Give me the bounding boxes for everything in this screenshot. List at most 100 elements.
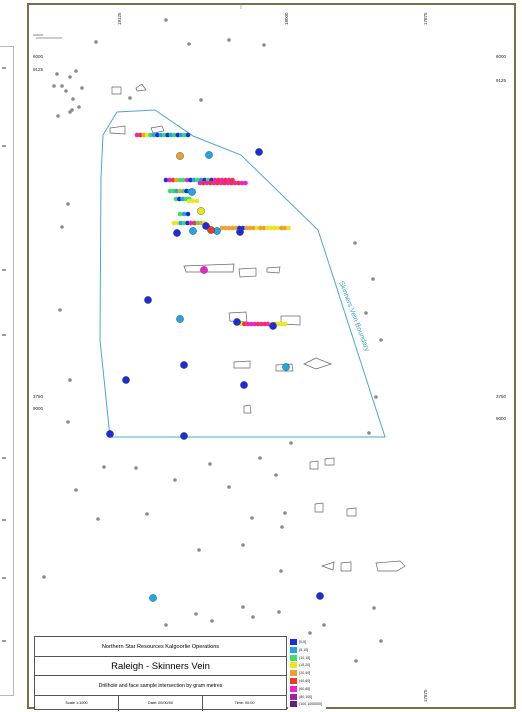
- legend-item: (20,40]: [290, 670, 310, 677]
- stope-outlines: [109, 83, 406, 572]
- sample-point-icon: [192, 220, 197, 226]
- edge-tick: [2, 640, 6, 642]
- drillhole-marker-icon: [197, 207, 205, 215]
- legend-item: (15,20]: [290, 662, 311, 669]
- grid-label-9000-right: 9000: [496, 416, 507, 421]
- drillhole-collar-icon: [308, 631, 312, 635]
- sample-point-icon: [175, 220, 180, 226]
- sample-point-icon: [177, 188, 183, 194]
- edge-tick: [2, 457, 6, 459]
- sample-point-icon: [158, 132, 164, 138]
- sample-point-icon: [191, 177, 197, 183]
- drillhole-collar-icon: [379, 338, 383, 342]
- drillhole-marker-icon: [233, 318, 241, 326]
- sample-point-icon: [185, 220, 190, 226]
- drillhole-collar-icon: [55, 72, 59, 76]
- sample-point-icon: [279, 321, 285, 327]
- sample-point-icon: [225, 180, 231, 186]
- sample-point-icon: [188, 220, 194, 226]
- drillhole-collar-icon: [187, 42, 191, 46]
- drillhole-collar-icon: [227, 485, 231, 489]
- legend-label: (15,20]: [299, 663, 311, 668]
- stope-outline: [183, 263, 235, 273]
- drillhole-collar-icon: [199, 98, 203, 102]
- drillhole-marker-icon: [106, 430, 114, 438]
- drillhole-marker-icon: [200, 266, 208, 274]
- stope-outline: [303, 357, 333, 370]
- drillhole-collar-icon: [241, 543, 245, 547]
- sample-point-icon: [175, 132, 181, 138]
- map-subtitle: Drillhole and face sample intersection b…: [35, 676, 286, 696]
- sample-point-icon: [282, 225, 288, 231]
- sample-point-icon: [239, 180, 245, 186]
- sample-point-icon: [279, 225, 284, 231]
- sample-point-icon: [194, 198, 200, 204]
- drillhole-collar-icon: [68, 75, 72, 79]
- drillhole-collar-icon: [74, 69, 78, 73]
- sample-point-icon: [229, 180, 234, 186]
- drillhole-marker-icon: [207, 226, 215, 234]
- sample-point-icon: [233, 225, 239, 231]
- stope-outline: [233, 360, 251, 369]
- sample-point-icon: [222, 180, 227, 186]
- drillhole-collar-icon: [374, 395, 378, 399]
- sample-point-icon: [177, 211, 183, 217]
- drillhole-collar-icon: [96, 517, 100, 521]
- sample-point-icon: [172, 132, 177, 138]
- sample-point-icon: [230, 225, 235, 231]
- sample-point-icon: [138, 132, 143, 138]
- sample-point-icon: [215, 180, 220, 186]
- sample-point-icon: [181, 177, 186, 183]
- drillhole-marker-icon: [144, 296, 152, 304]
- sample-point-icon: [201, 180, 206, 186]
- sample-point-icon: [248, 321, 254, 327]
- drillhole-collar-icon: [280, 525, 284, 529]
- sample-point-icon: [218, 180, 224, 186]
- drillhole-collar-icon: [367, 431, 371, 435]
- drillhole-marker-icon: [202, 222, 210, 230]
- stope-outline: [243, 404, 252, 414]
- drillhole-collar-icon: [74, 488, 78, 492]
- drillhole-collar-icon: [371, 277, 375, 281]
- map-sheet: [27, 3, 516, 709]
- legend-swatch: [290, 685, 297, 692]
- legend-swatch: [290, 670, 297, 677]
- grid-label-6000-right: 6000: [496, 54, 507, 59]
- sample-point-icon: [259, 321, 264, 327]
- drillhole-marker-icon: [180, 361, 188, 369]
- legend-item: (10,15]: [290, 654, 310, 661]
- drillhole-collar-icon: [289, 441, 293, 445]
- drillhole-marker-icon: [173, 229, 181, 237]
- sample-point-icon: [242, 321, 247, 327]
- drillhole-collar-icon: [274, 473, 278, 477]
- sample-point-icon: [286, 225, 291, 231]
- drillhole-collar-icon: [164, 18, 168, 22]
- drillhole-marker-icon: [255, 148, 263, 156]
- edge-tick: [2, 269, 6, 271]
- stope-outline: [135, 83, 147, 92]
- drillhole-marker-icon: [282, 363, 290, 371]
- grid-label-18125-top: 18125: [117, 12, 122, 25]
- drillhole-marker-icon: [180, 432, 188, 440]
- sample-point-icon: [251, 225, 256, 231]
- scale-text: Scale 1:1000: [35, 696, 119, 711]
- sample-point-icon: [223, 225, 228, 231]
- grid-label-9000-left: 9000: [33, 406, 44, 411]
- drillhole-collar-icon: [60, 84, 64, 88]
- drillhole-collar-icon: [283, 511, 287, 515]
- drillhole-collar-icon: [372, 606, 376, 610]
- sample-point-icon: [163, 177, 169, 183]
- sample-point-icon: [167, 188, 173, 194]
- sample-point-icon: [144, 132, 150, 138]
- sample-point-icon: [208, 180, 213, 186]
- title-block: Northern Star Resources Kalgoorlie Opera…: [34, 636, 287, 711]
- drillhole-collar-icon: [364, 311, 368, 315]
- drillhole-collar-icon: [262, 43, 266, 47]
- sample-point-icon: [173, 196, 179, 202]
- drillhole-collar-icon: [145, 512, 149, 516]
- adjacent-sheet-edge: [0, 46, 14, 696]
- time-text: Time: 00:00: [234, 701, 255, 705]
- sample-intersections: [134, 132, 291, 327]
- drillhole-marker-icon: [149, 594, 157, 602]
